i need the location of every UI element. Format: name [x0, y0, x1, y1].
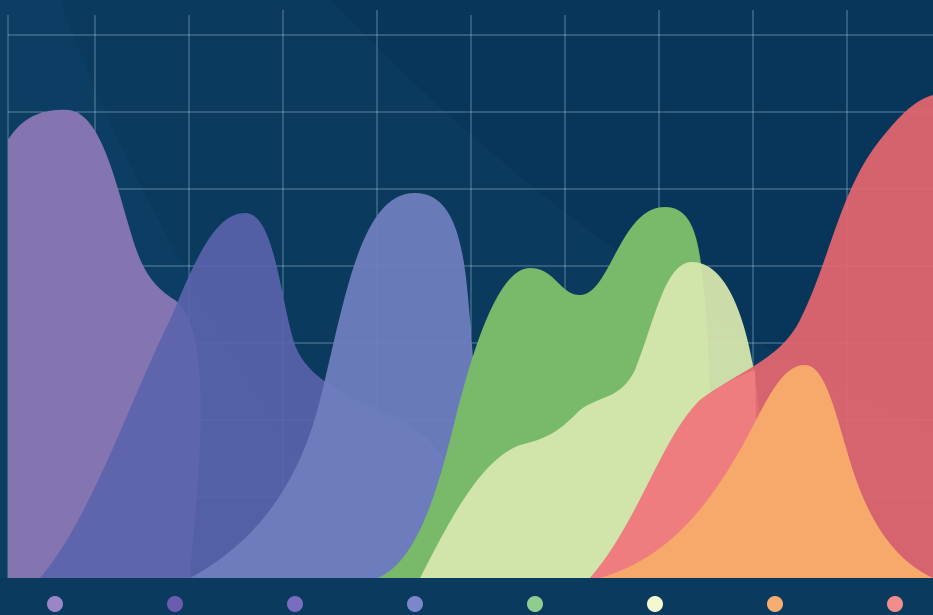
dot[interactable] — [527, 596, 543, 612]
dot[interactable] — [767, 596, 783, 612]
background-band — [60, 0, 933, 430]
legend-dots — [47, 596, 903, 612]
dot[interactable] — [887, 596, 903, 612]
dot[interactable] — [287, 596, 303, 612]
dot[interactable] — [167, 596, 183, 612]
dot[interactable] — [647, 596, 663, 612]
area — [600, 365, 933, 578]
dot[interactable] — [47, 596, 63, 612]
area — [190, 193, 476, 578]
dot[interactable] — [407, 596, 423, 612]
